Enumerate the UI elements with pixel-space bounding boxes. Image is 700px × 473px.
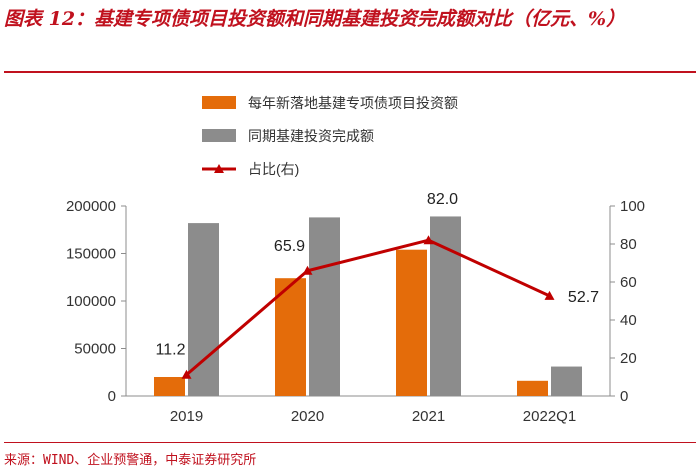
left-tick-label: 100000: [66, 293, 116, 310]
right-tick-label: 80: [620, 236, 637, 253]
legend-swatch-marker: [214, 164, 224, 173]
bar-project-investment: [517, 380, 548, 396]
legend-label-line: 占比(右): [248, 161, 299, 177]
legend-swatch-bar2: [202, 129, 236, 142]
x-category-label: 2019: [170, 408, 203, 425]
source-divider: [4, 442, 696, 443]
x-category-label: 2021: [412, 408, 445, 425]
bar-completed-investment: [551, 366, 582, 396]
right-tick-label: 20: [620, 350, 637, 367]
bar-completed-investment: [309, 217, 340, 396]
left-tick-label: 200000: [66, 198, 116, 215]
right-tick-label: 60: [620, 274, 637, 291]
bar-project-investment: [396, 249, 427, 396]
ratio-line: [185, 238, 551, 376]
legend-label-bar2: 同期基建投资完成额: [248, 128, 374, 144]
ratio-data-label: 52.7: [568, 289, 599, 306]
ratio-data-label: 82.0: [427, 191, 458, 208]
left-axis-tick-labels: 0 50000 100000 150000 200000: [66, 198, 116, 405]
ratio-point: [181, 369, 192, 379]
left-tick-label: 0: [108, 388, 116, 405]
right-axis-tick-labels: 0 20 40 60 80 100: [620, 198, 645, 405]
bar-project-investment: [275, 278, 306, 396]
left-tick-label: 50000: [74, 341, 116, 358]
bars: [154, 216, 582, 396]
right-tick-label: 100: [620, 198, 645, 215]
legend: 每年新落地基建专项债项目投资额 同期基建投资完成额 占比(右): [202, 95, 458, 177]
left-tick-label: 150000: [66, 246, 116, 263]
ratio-point: [302, 265, 313, 275]
x-category-label: 2020: [291, 408, 324, 425]
ratio-data-label: 11.2: [156, 342, 186, 359]
source-note: 来源：WIND、企业预警通，中泰证券研究所: [4, 453, 257, 468]
line-data-labels: 11.2 65.9 82.0 52.7: [156, 191, 600, 359]
bar-project-investment: [154, 377, 185, 396]
right-tick-label: 40: [620, 312, 637, 329]
x-category-label: 2022Q1: [523, 408, 576, 425]
ratio-point: [544, 290, 555, 300]
right-tick-label: 0: [620, 388, 628, 405]
ratio-point: [423, 235, 434, 245]
ratio-data-label: 65.9: [274, 238, 305, 255]
legend-swatch-bar1: [202, 96, 236, 109]
x-axis-category-labels: 2019 2020 2021 2022Q1: [170, 408, 576, 425]
chart-title: 图表 12：基建专项债项目投资额和同期基建投资完成额对比（亿元、%）: [4, 8, 626, 30]
title-divider: [4, 71, 696, 73]
legend-label-bar1: 每年新落地基建专项债项目投资额: [248, 95, 458, 111]
